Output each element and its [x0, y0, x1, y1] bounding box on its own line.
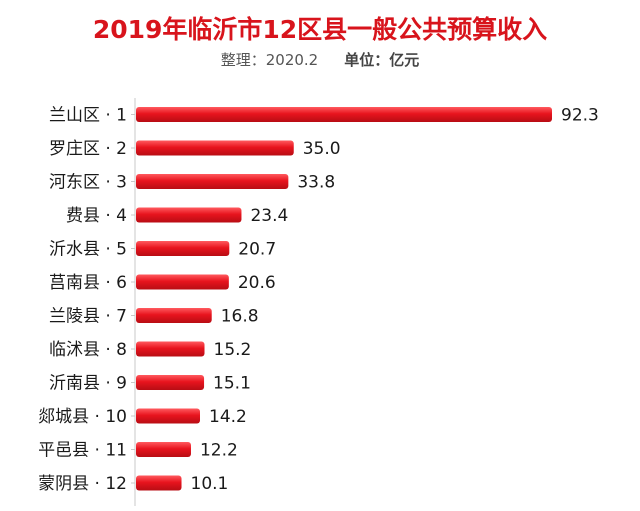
data-label: 23.4: [250, 206, 288, 226]
unit-label: 单位：亿元: [344, 51, 420, 69]
bar: [136, 442, 191, 457]
bar: [136, 241, 230, 256]
compile-date-label: 整理：2020.2: [220, 51, 319, 69]
category-label: 河东区 · 3: [49, 173, 127, 193]
bar: [136, 341, 205, 357]
chart-title: 2019年临沂市12区县一般公共预算收入: [92, 15, 548, 44]
category-label: 莒南县 · 6: [49, 273, 127, 293]
data-label: 92.3: [561, 106, 599, 126]
bar: [136, 375, 205, 390]
category-label: 郯城县 · 10: [38, 407, 127, 427]
bar: [136, 140, 294, 156]
bar: [136, 408, 200, 424]
category-label: 沂南县 · 9: [49, 374, 127, 394]
bar: [136, 274, 229, 290]
data-label: 10.1: [191, 474, 229, 494]
data-label: 20.7: [238, 240, 276, 260]
category-label: 蒙阴县 · 12: [38, 474, 127, 494]
category-label: 临沭县 · 8: [49, 340, 127, 360]
bar: [136, 308, 212, 323]
category-label: 沂水县 · 5: [49, 240, 127, 260]
bar: [136, 207, 242, 223]
data-label: 35.0: [303, 139, 341, 159]
data-label: 15.2: [214, 340, 252, 360]
data-label: 12.2: [200, 441, 238, 461]
chart-subtitle: 整理：2020.2 单位：亿元: [0, 49, 640, 70]
category-label: 费县 · 4: [66, 206, 127, 226]
category-label: 兰山区 · 1: [49, 106, 127, 126]
data-label: 14.2: [209, 407, 247, 427]
bar: [136, 475, 182, 491]
category-label: 兰陵县 · 7: [49, 307, 127, 327]
data-label: 20.6: [238, 273, 276, 293]
data-label: 15.1: [213, 374, 251, 394]
data-label: 16.8: [221, 307, 259, 327]
data-label: 33.8: [297, 173, 335, 193]
category-label: 罗庄区 · 2: [49, 139, 127, 159]
category-label: 平邑县 · 11: [38, 441, 127, 461]
bar: [136, 174, 289, 189]
bar: [136, 107, 552, 122]
